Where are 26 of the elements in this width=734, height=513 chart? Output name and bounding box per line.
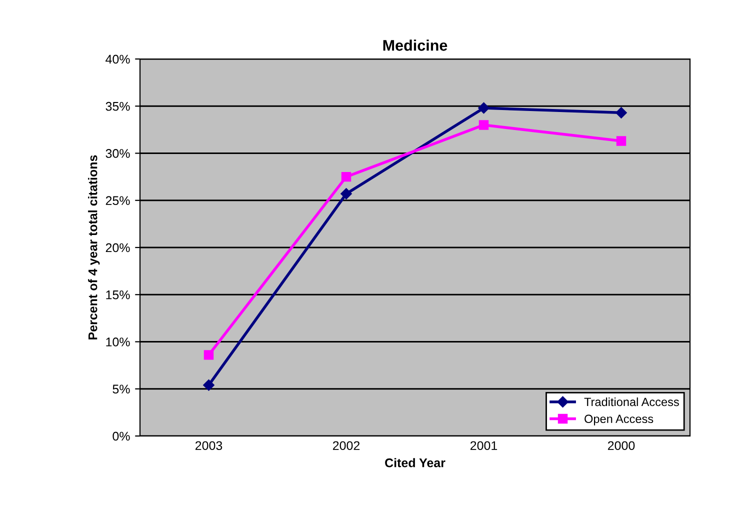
y-tick-label: 35% [106,102,130,111]
y-tick-label: 15% [106,290,130,300]
point [616,136,626,146]
point [616,107,627,118]
y-axis-title: Percent of 4 year total citations [88,155,100,340]
point [203,380,214,391]
point [340,188,352,200]
x-tick-label: 2002 [332,441,360,450]
point [478,102,490,114]
y-tick-label: 10% [106,338,130,346]
x-tick-label: 2003 [195,441,222,450]
y-tick-label: 40% [106,54,130,64]
y-tick-label: 30% [106,149,130,158]
x-axis-title: Cited Year [385,458,446,468]
y-tick-label: 25% [106,196,130,206]
y-tick-label: 20% [106,243,130,252]
x-tick-label: 2001 [470,441,498,450]
point [478,120,489,130]
legend-label: Open Access [584,414,654,426]
point [204,350,214,360]
y-tick-label: 0% [112,432,130,441]
legend-label: Traditional Access [584,397,679,406]
x-tick-label: 2000 [608,441,635,450]
point [341,172,352,182]
y-tick-label: 5% [112,384,130,394]
chart-title: Medicine [383,40,448,51]
